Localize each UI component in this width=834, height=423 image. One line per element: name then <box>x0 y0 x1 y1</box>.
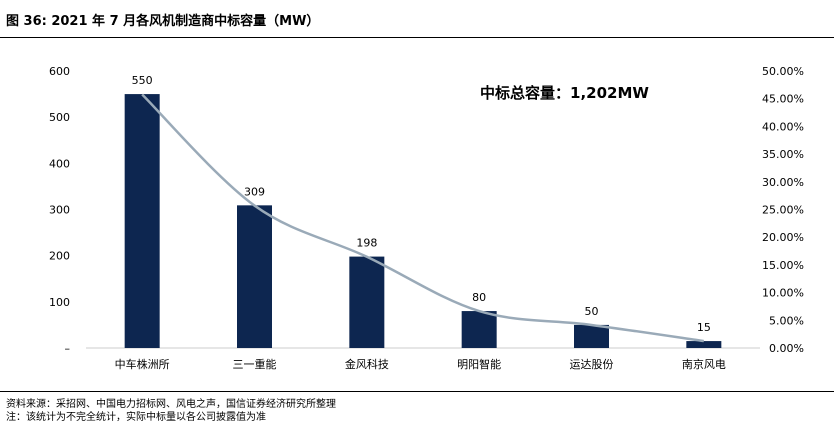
share-line <box>141 93 705 343</box>
y-tick-label: 100 <box>49 296 70 309</box>
y2-tick-label: 30.00% <box>762 176 804 189</box>
y2-tick-label: 5.00% <box>769 314 804 327</box>
bar <box>349 256 385 348</box>
data-labels: 550 309 198 80 50 15 <box>132 74 711 334</box>
y2-tick-label: 45.00% <box>762 93 804 106</box>
y2-tick-label: 40.00% <box>762 120 804 133</box>
figure-title: 图 36: 2021 年 7 月各风机制造商中标容量（MW） <box>6 14 320 29</box>
y-tick-label: 600 <box>49 65 70 78</box>
category-label: 运达股份 <box>570 358 614 371</box>
source-note: 资料来源：采招网、中国电力招标网、风电之声，国信证券经济研究所整理 <box>6 399 336 410</box>
top-rule <box>0 37 834 38</box>
y2-tick-label: 25.00% <box>762 204 804 217</box>
y2-tick-label: 0.00% <box>769 342 804 355</box>
bar <box>686 341 722 348</box>
y-tick-label: 400 <box>49 157 70 170</box>
category-label: 三一重能 <box>233 357 277 371</box>
data-label: 50 <box>585 305 599 318</box>
total-capacity-annotation: 中标总容量：1,202MW <box>480 84 649 102</box>
y-axis-right: 0.00% 5.00% 10.00% 15.00% 20.00% 25.00% 30.00%… <box>762 65 804 355</box>
y-tick-label: 300 <box>49 204 70 217</box>
y2-tick-label: 20.00% <box>762 231 804 244</box>
bar <box>461 311 497 348</box>
y-axis-left: – 100 200 300 400 500 600 <box>49 65 70 355</box>
y2-tick-label: 15.00% <box>762 259 804 272</box>
data-label: 80 <box>472 291 486 304</box>
y2-tick-label: 35.00% <box>762 148 804 161</box>
data-label: 550 <box>132 74 153 87</box>
bar <box>237 205 272 348</box>
y2-tick-label: 50.00% <box>762 65 804 78</box>
category-label: 明阳智能 <box>457 357 501 371</box>
data-label: 309 <box>244 185 265 198</box>
category-label: 南京风电 <box>682 357 726 371</box>
data-label: 198 <box>356 237 377 250</box>
bar-series <box>124 94 722 348</box>
disclaimer-note: 注：该统计为不完全统计，实际中标量以各公司披露值为准 <box>6 412 266 423</box>
y2-tick-label: 10.00% <box>762 287 804 300</box>
category-label: 中车株洲所 <box>115 357 170 371</box>
bar <box>124 94 160 348</box>
chart: – 100 200 300 400 500 600 0.00% 5.00% 10.00% 15.0… <box>49 65 804 371</box>
y-tick-label: – <box>65 342 71 355</box>
bar <box>574 324 609 348</box>
y-tick-label: 500 <box>49 111 70 124</box>
y-tick-label: 200 <box>49 250 70 263</box>
category-label: 金风科技 <box>345 357 389 371</box>
category-labels: 中车株洲所 三一重能 金风科技 明阳智能 运达股份 南京风电 <box>115 357 726 371</box>
bottom-rule <box>0 391 834 392</box>
data-label: 15 <box>697 321 711 334</box>
